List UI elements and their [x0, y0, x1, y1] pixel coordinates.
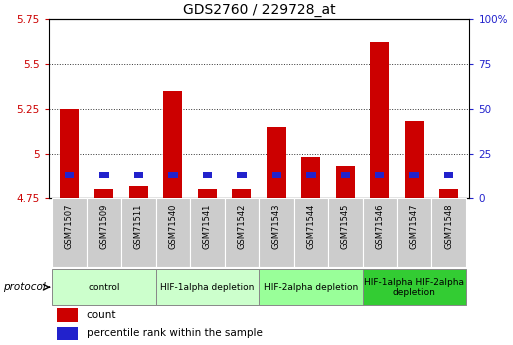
Text: GSM71542: GSM71542: [238, 204, 246, 249]
Bar: [163, 91, 182, 198]
Bar: [271, 172, 281, 178]
Bar: [94, 189, 113, 198]
Text: control: control: [88, 283, 120, 292]
Text: GSM71540: GSM71540: [168, 204, 177, 249]
Bar: [409, 172, 419, 178]
Bar: [267, 127, 286, 198]
Bar: [155, 198, 190, 267]
Bar: [198, 189, 217, 198]
Bar: [121, 198, 155, 267]
Bar: [363, 269, 466, 305]
Bar: [134, 172, 143, 178]
Text: HIF-1alpha HIF-2alpha
depletion: HIF-1alpha HIF-2alpha depletion: [364, 277, 464, 297]
Text: percentile rank within the sample: percentile rank within the sample: [87, 328, 263, 338]
Bar: [60, 109, 79, 198]
Bar: [232, 189, 251, 198]
Bar: [405, 121, 424, 198]
Text: GSM71509: GSM71509: [100, 204, 108, 249]
Bar: [306, 172, 315, 178]
Bar: [52, 269, 155, 305]
Bar: [168, 172, 177, 178]
Text: GSM71543: GSM71543: [272, 204, 281, 249]
Bar: [363, 198, 397, 267]
Bar: [57, 327, 78, 340]
Bar: [259, 269, 363, 305]
Bar: [397, 198, 431, 267]
Text: count: count: [87, 310, 116, 320]
Bar: [259, 198, 293, 267]
Bar: [431, 198, 466, 267]
Bar: [99, 172, 109, 178]
Bar: [65, 172, 74, 178]
Bar: [203, 172, 212, 178]
Bar: [341, 172, 350, 178]
Text: protocol: protocol: [3, 282, 45, 292]
Title: GDS2760 / 229728_at: GDS2760 / 229728_at: [183, 2, 336, 17]
Bar: [57, 308, 78, 322]
Bar: [439, 189, 458, 198]
Text: HIF-1alpha depletion: HIF-1alpha depletion: [160, 283, 254, 292]
Text: GSM71547: GSM71547: [410, 204, 419, 249]
Bar: [328, 198, 363, 267]
Bar: [87, 198, 121, 267]
Bar: [155, 269, 259, 305]
Bar: [301, 157, 320, 198]
Text: GSM71544: GSM71544: [306, 204, 315, 249]
Bar: [444, 172, 453, 178]
Bar: [190, 198, 225, 267]
Bar: [225, 198, 259, 267]
Bar: [375, 172, 384, 178]
Bar: [129, 186, 148, 198]
Text: HIF-2alpha depletion: HIF-2alpha depletion: [264, 283, 358, 292]
Bar: [336, 166, 355, 198]
Text: GSM71548: GSM71548: [444, 204, 453, 249]
Text: GSM71541: GSM71541: [203, 204, 212, 249]
Bar: [52, 198, 87, 267]
Text: GSM71545: GSM71545: [341, 204, 350, 249]
Bar: [293, 198, 328, 267]
Text: GSM71546: GSM71546: [375, 204, 384, 249]
Bar: [237, 172, 247, 178]
Text: GSM71507: GSM71507: [65, 204, 74, 249]
Bar: [370, 42, 389, 198]
Text: GSM71511: GSM71511: [134, 204, 143, 249]
